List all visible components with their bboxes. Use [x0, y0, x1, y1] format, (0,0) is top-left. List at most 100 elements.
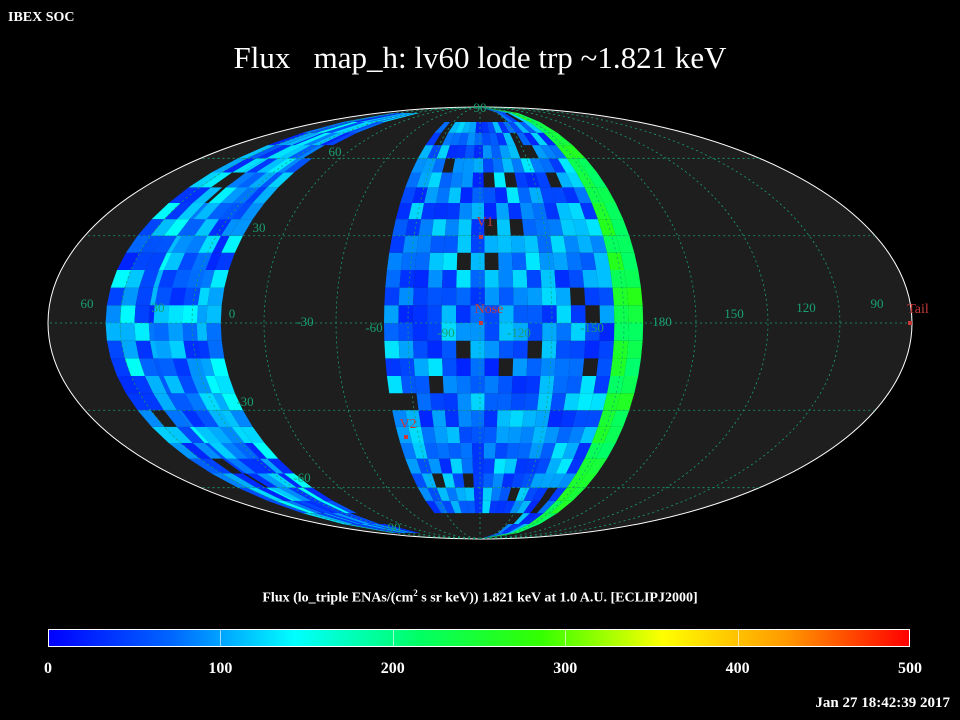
flux-cell — [379, 523, 420, 534]
flux-cell — [568, 358, 585, 376]
flux-cell — [470, 287, 485, 306]
flux-cell — [456, 287, 471, 306]
flux-cell — [311, 132, 346, 146]
flux-cell — [181, 219, 207, 236]
longitude-label: -150 — [580, 320, 604, 335]
flux-cell — [188, 458, 222, 474]
flux-cell — [188, 172, 222, 188]
flux-cell — [610, 358, 627, 376]
flux-cell — [536, 132, 557, 146]
flux-cell — [418, 410, 434, 427]
flux-cell — [229, 410, 253, 427]
flux-cell — [507, 145, 521, 159]
flux-cell — [433, 426, 449, 444]
colorbar-label-main: Flux (lo_triple ENAs/(cm — [262, 590, 414, 606]
flux-cell — [452, 473, 465, 488]
longitude-label: -30 — [296, 314, 313, 329]
flux-cell — [221, 158, 257, 173]
flux-cell — [470, 323, 485, 341]
flux-cell — [531, 426, 548, 444]
ibex-soc-label: IBEX SOC — [8, 10, 75, 25]
flux-cell — [548, 145, 567, 159]
flux-cell — [416, 458, 432, 474]
flux-cell — [504, 458, 518, 474]
flux-cell — [456, 358, 471, 376]
flux-cell — [602, 393, 621, 411]
longitude-label: 90 — [871, 296, 884, 311]
flux-cell — [556, 323, 572, 341]
flux-cell — [443, 235, 459, 253]
flux-cell — [177, 375, 199, 394]
flux-cell — [325, 122, 366, 133]
flux-cell — [563, 235, 580, 253]
flux-cell — [464, 145, 475, 159]
flux-cell — [240, 426, 265, 444]
flux-cell — [529, 158, 546, 173]
flux-cell — [585, 410, 603, 427]
flux-cell — [448, 122, 461, 133]
flux-cell — [461, 122, 472, 133]
flux-cell — [441, 305, 457, 323]
flux-cell — [353, 523, 403, 534]
flux-cell — [599, 305, 615, 323]
flux-cell — [168, 323, 184, 341]
flux-cell — [556, 305, 572, 323]
flux-cell — [198, 235, 221, 253]
flux-cell — [482, 487, 493, 501]
flux-cell — [294, 132, 332, 146]
flux-cell — [442, 252, 458, 271]
flux-cell — [245, 158, 279, 173]
flux-cell — [450, 172, 463, 188]
flux-cell — [412, 305, 428, 323]
flux-cell — [511, 375, 527, 394]
flux-cell — [603, 426, 624, 444]
flux-cell — [284, 500, 323, 514]
flux-cell — [559, 410, 577, 427]
flux-cell — [433, 202, 449, 220]
flux-cell — [548, 158, 567, 173]
longitude-line — [479, 107, 697, 539]
marker-label-v2: V2 — [399, 417, 416, 432]
flux-cell — [267, 172, 295, 188]
flux-cell — [214, 375, 235, 394]
flux-cell — [509, 500, 524, 514]
flux-cell — [194, 219, 220, 236]
flux-cell — [353, 112, 403, 123]
flux-cell — [120, 323, 136, 341]
flux-cell — [137, 219, 165, 236]
flux-cell — [585, 323, 600, 341]
flux-cell — [171, 235, 195, 253]
flux-cell — [473, 145, 484, 159]
colorbar-label-sup: 2 — [413, 588, 418, 598]
flux-cell — [386, 375, 403, 394]
flux-cell — [431, 158, 446, 173]
flux-cell — [480, 107, 519, 113]
flux-cell — [454, 122, 466, 133]
flux-cell — [536, 500, 557, 514]
flux-cell — [539, 443, 556, 459]
flux-cell — [518, 122, 537, 133]
flux-cell — [418, 219, 434, 236]
flux-cell — [180, 187, 211, 203]
flux-cell — [169, 340, 187, 359]
flux-cell — [392, 219, 409, 236]
flux-cell — [135, 340, 154, 359]
flux-cell — [504, 523, 525, 534]
flux-cell — [427, 305, 442, 323]
flux-cell — [237, 172, 267, 188]
flux-cell — [482, 500, 491, 514]
flux-cell — [168, 305, 184, 323]
flux-cell — [266, 473, 297, 488]
flux-cell — [514, 112, 540, 123]
flux-cell — [219, 426, 245, 444]
flux-cell — [283, 473, 313, 488]
flux-cell — [484, 270, 499, 288]
flux-cell — [497, 235, 512, 253]
flux-cell — [547, 410, 564, 427]
flux-cell — [124, 270, 145, 288]
flux-cell — [591, 426, 611, 444]
flux-cell — [400, 443, 417, 459]
flux-cell — [171, 393, 195, 411]
flux-cell — [493, 172, 507, 188]
flux-cell — [542, 305, 557, 323]
